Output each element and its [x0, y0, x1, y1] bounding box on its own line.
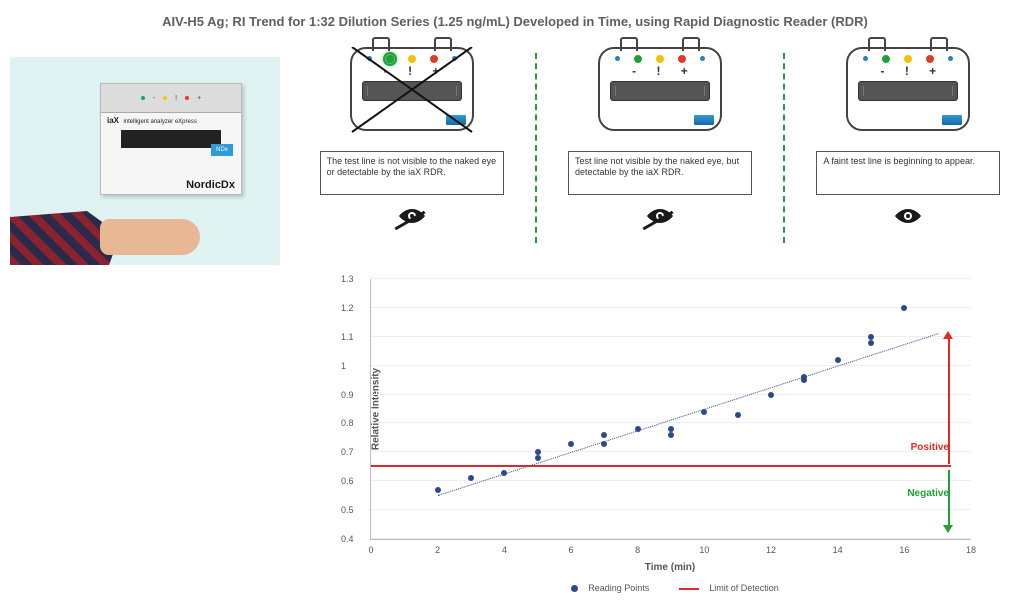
- cassette-row: -!+ The test line is not visible to the n…: [300, 47, 1020, 243]
- data-point: [468, 475, 474, 481]
- data-point: [501, 470, 507, 476]
- top-row: - ! + iaX intelligent analyzer eXpress N…: [10, 47, 1020, 265]
- data-point: [868, 340, 874, 346]
- data-point: [701, 409, 707, 415]
- data-point: [768, 392, 774, 398]
- data-point: [635, 426, 641, 432]
- limit-of-detection-line: [371, 465, 951, 467]
- data-point: [835, 357, 841, 363]
- data-point: [868, 334, 874, 340]
- cassette-caption: The test line is not visible to the nake…: [320, 151, 504, 195]
- data-point: [801, 374, 807, 380]
- data-point: [735, 412, 741, 418]
- x-axis-label: Time (min): [370, 562, 970, 573]
- cassette-caption: A faint test line is beginning to appear…: [816, 151, 1000, 195]
- data-point: [668, 426, 674, 432]
- eye-icon: [893, 205, 923, 233]
- separator: [783, 53, 785, 243]
- result-arrows: [941, 279, 955, 539]
- data-point: [535, 455, 541, 461]
- data-point: [601, 432, 607, 438]
- data-point: [568, 441, 574, 447]
- y-axis-label: Relative Intensity: [371, 368, 382, 450]
- eye-slash-icon: [645, 205, 675, 233]
- chart-legend: Reading Points Limit of Detection: [370, 583, 970, 593]
- cassette: -!+: [598, 47, 722, 131]
- cassette-block: -!+ The test line is not visible to the n…: [312, 47, 512, 233]
- device-photo: - ! + iaX intelligent analyzer eXpress N…: [10, 57, 280, 265]
- legend-item: Limit of Detection: [669, 583, 779, 593]
- data-point: [901, 305, 907, 311]
- cassette-caption: Test line not visible by the naked eye, …: [568, 151, 752, 195]
- cassette-block: -!+ Test line not visible by the naked ey…: [560, 47, 760, 233]
- device-body: - ! + iaX intelligent analyzer eXpress N…: [100, 83, 242, 195]
- legend-item: Reading Points: [561, 583, 649, 593]
- data-point: [668, 432, 674, 438]
- ri-trend-chart: Relative Intensity 0.40.50.60.70.80.911.…: [370, 279, 971, 540]
- data-point: [435, 487, 441, 493]
- cassette: -!+: [846, 47, 970, 131]
- data-point: [535, 449, 541, 455]
- eye-slash-icon: [397, 205, 427, 233]
- cassette-block: -!+ A faint test line is beginning to app…: [808, 47, 1008, 233]
- data-point: [601, 441, 607, 447]
- cassette: -!+: [350, 47, 474, 131]
- page-title: AIV-H5 Ag; RI Trend for 1:32 Dilution Se…: [10, 14, 1020, 29]
- chart-section: Relative Intensity 0.40.50.60.70.80.911.…: [330, 279, 970, 593]
- separator: [535, 53, 537, 243]
- trend-line: [438, 333, 938, 496]
